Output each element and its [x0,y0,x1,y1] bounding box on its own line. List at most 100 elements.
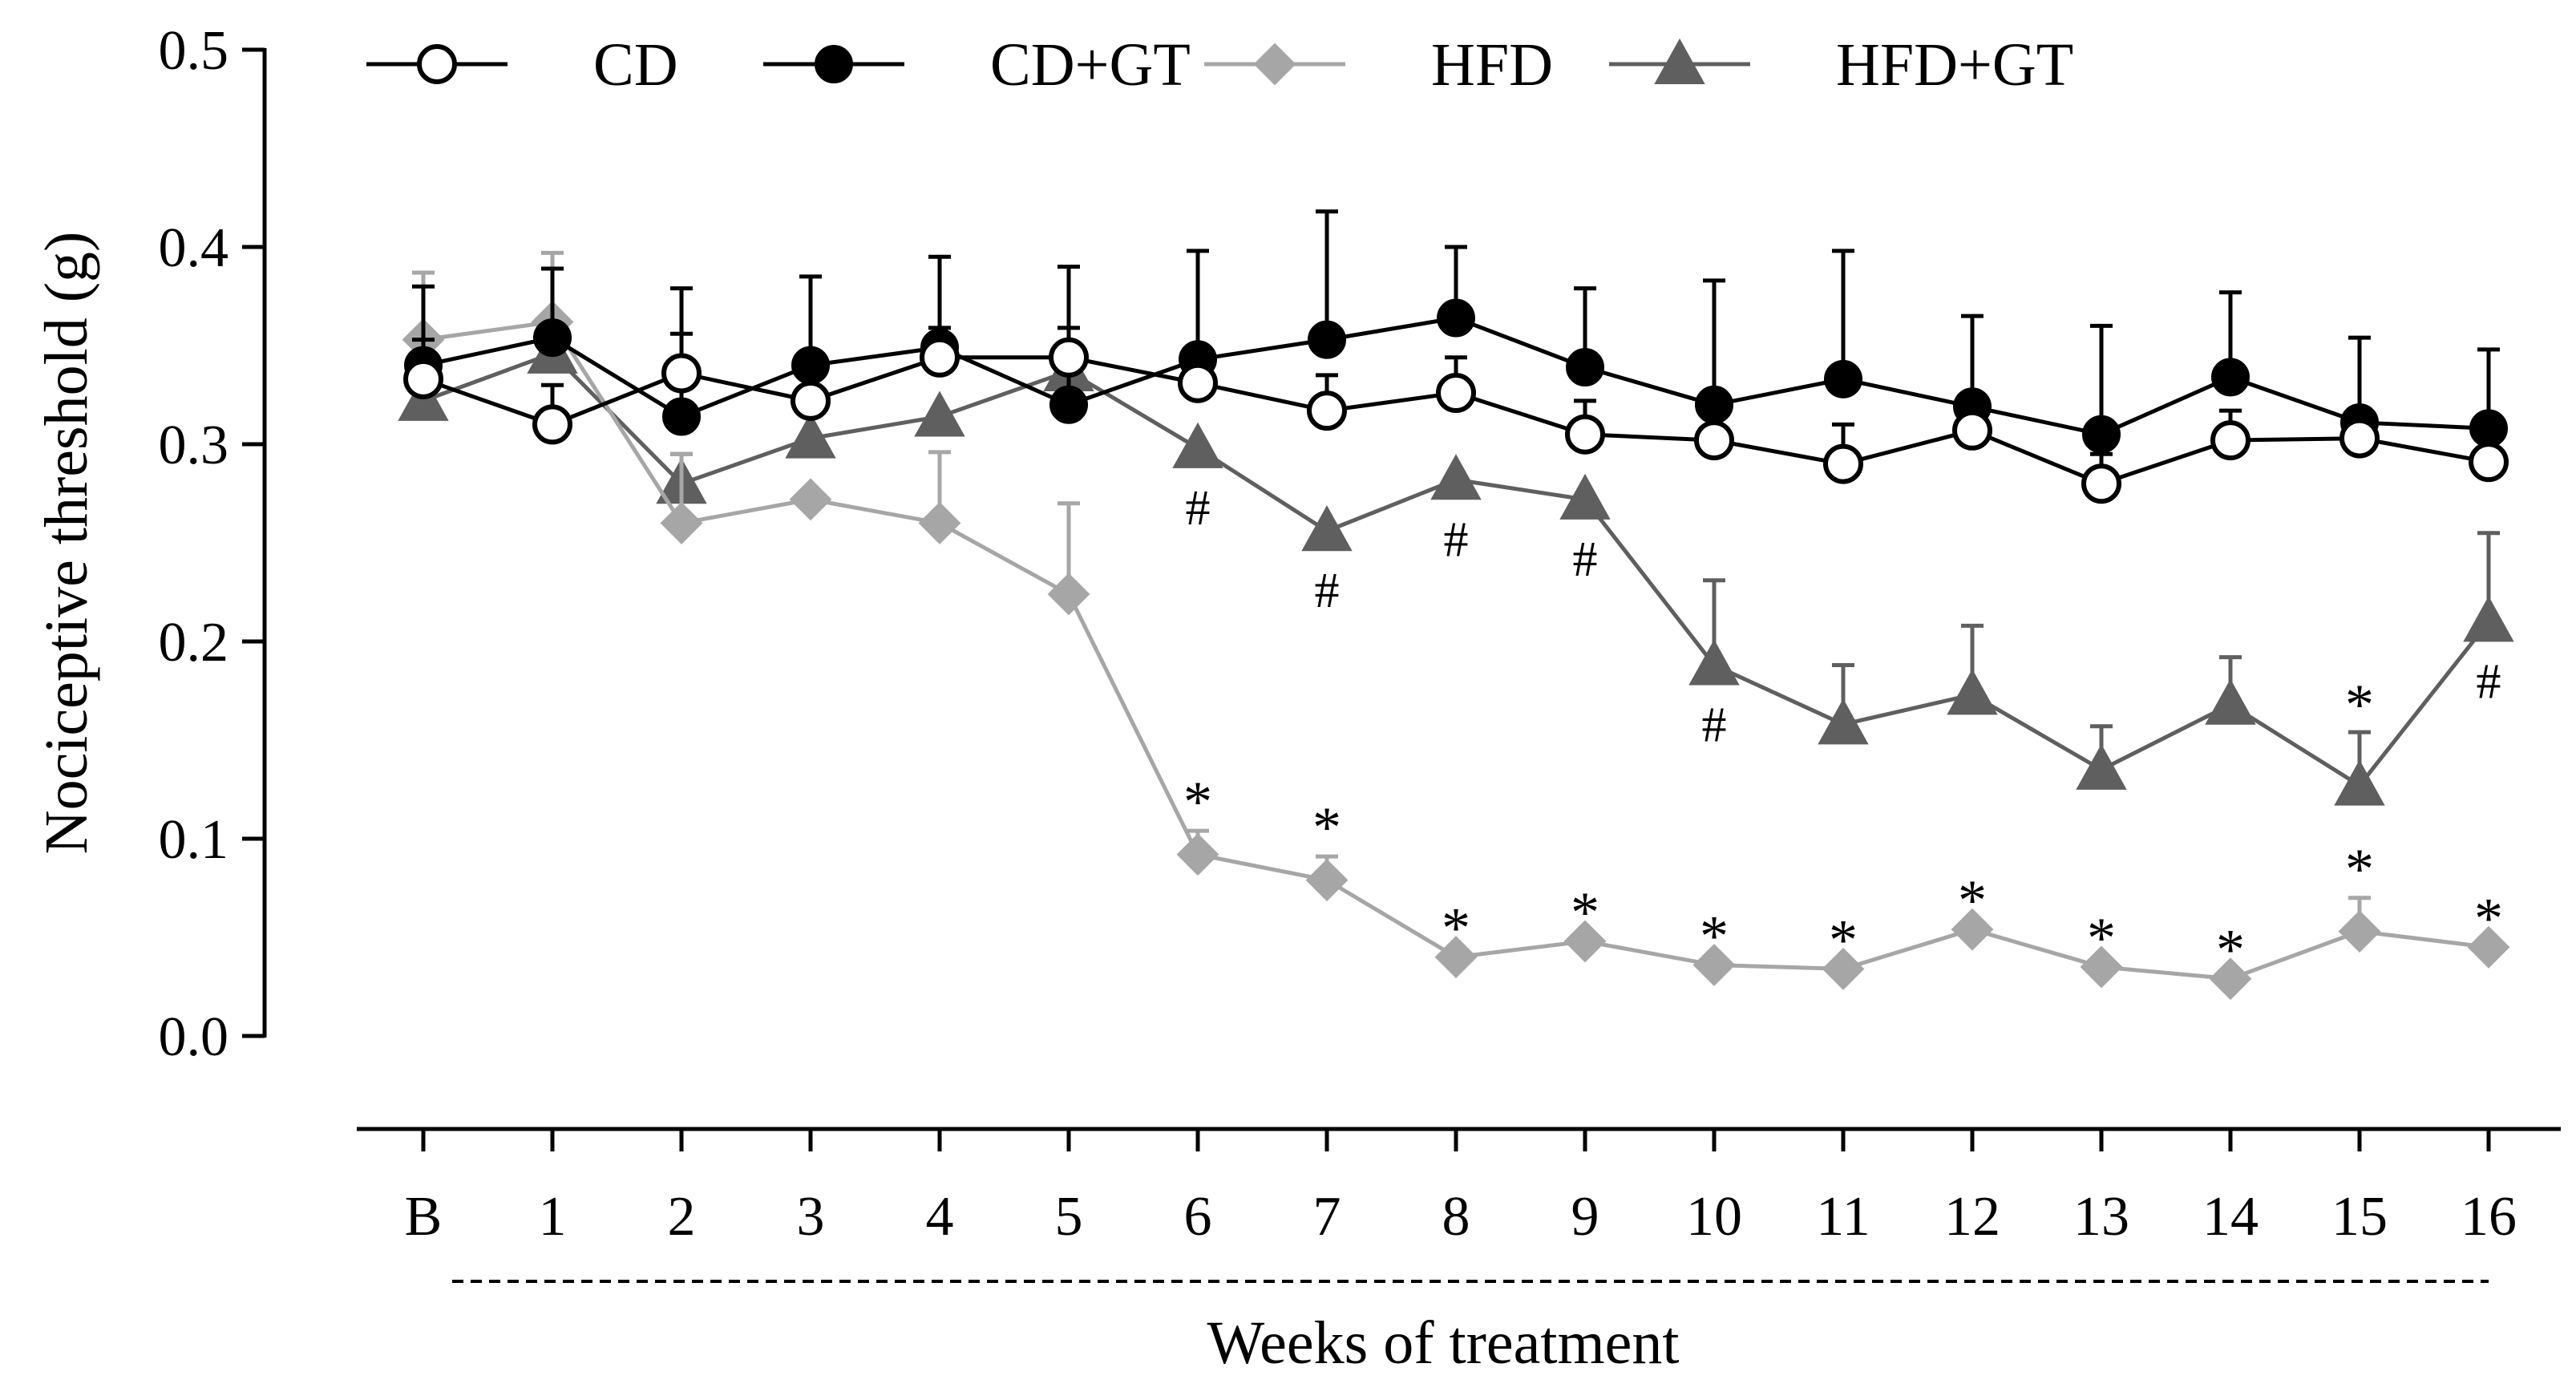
x-tick-label: B [405,1186,443,1248]
y-tick-label: 0.5 [159,20,229,82]
data-point [1176,833,1219,876]
significance-hash: # [2477,654,2501,709]
significance-star: * [2345,673,2374,737]
data-point [1565,414,1605,455]
data-point [785,412,836,459]
legend: CD CD+GT HFD HFD+GT [366,31,2073,99]
data-point [532,404,572,445]
series-hfd-plus-gt [398,327,2514,806]
significance-star: * [2345,837,2374,901]
data-point [2210,420,2250,461]
data-point [2469,442,2509,483]
data-point [661,353,702,394]
data-point [1566,348,1604,387]
data-point [403,358,443,399]
legend-label: HFD [1431,31,1553,99]
data-point [1172,422,1223,468]
legend-item-hfd-plus-gt: HFD+GT [1609,31,2073,99]
data-point [1308,320,1346,359]
y-tick-label: 0.1 [159,809,229,871]
data-point [1694,420,1734,461]
data-point [2463,596,2514,642]
x-tick-label: 7 [1313,1186,1341,1248]
significance-star: * [1442,896,1470,961]
data-point [791,380,831,421]
data-point [2076,743,2127,790]
series-line [423,319,2489,981]
y-tick-label: 0.3 [159,415,229,476]
significance-star: * [2087,906,2116,970]
y-tick-label: 0.2 [159,612,229,674]
significance-star: * [1183,770,1212,834]
annotations-layer: * * * * * * * * * * * * # # # # # # [1183,481,2503,982]
legend-marker [1654,38,1705,84]
data-point [1951,908,1994,951]
data-point [1430,454,1482,500]
legend-label: CD+GT [990,31,1191,99]
significance-star: * [1312,795,1341,860]
significance-star: * [2474,886,2503,950]
significance-hash: # [1444,512,1469,567]
data-point [1301,505,1353,552]
series-cd [403,326,2509,504]
data-point [1049,385,1088,424]
legend-marker [417,44,457,84]
data-point [1436,373,1476,414]
data-point [660,501,703,544]
axes: 0.00.10.20.30.40.5B 1 2 3 4 5 6 7 8 9 10 11 12 13 14 15… [159,20,2561,1283]
x-tick-label: 15 [2331,1186,2388,1248]
significance-hash: # [1702,698,1727,753]
y-axis-title: Nociceptive threshold (g) [33,232,100,855]
x-tick-label: 16 [2461,1186,2517,1248]
legend-item-cd-plus-gt: CD+GT [763,31,1191,99]
data-point [2080,945,2123,989]
x-tick-label: 3 [797,1186,825,1248]
significance-hash: # [1315,564,1340,618]
data-point [1947,669,1998,715]
x-tick-label: 12 [1944,1186,2000,1248]
data-point [1434,936,1478,979]
data-point [2205,678,2256,725]
series-layer [398,209,2514,1001]
data-point [2082,415,2121,454]
data-point [533,318,572,358]
significance-star: * [1958,868,1987,933]
x-tick-label: 9 [1571,1186,1599,1248]
data-point [1688,639,1740,686]
series-line [423,351,2490,788]
data-point [920,337,960,378]
data-point [1049,337,1089,378]
data-point [1178,362,1218,403]
data-point [1818,698,1869,745]
significance-star: * [2216,918,2245,982]
data-point [2339,418,2380,459]
data-point [2334,759,2385,806]
data-point [2211,358,2250,397]
x-tick-label: 5 [1055,1186,1083,1248]
x-tick-label: 8 [1442,1186,1470,1248]
data-point [1823,443,1863,484]
data-point [914,390,965,437]
data-point [2467,925,2510,969]
x-tick-label: 4 [926,1186,954,1248]
data-point [1824,359,1862,399]
y-tick-label: 0.0 [159,1006,229,1068]
data-point [2338,910,2381,953]
data-point [789,478,832,521]
data-point [1692,944,1736,986]
x-tick-label: 11 [1816,1186,1870,1248]
significance-hash: # [1186,481,1211,536]
series-cd-plus-gt [404,209,2508,454]
significance-star: * [1829,908,1858,972]
x-axis-title: Weeks of treatment [1207,1309,1680,1377]
series-hfd [402,250,2510,1001]
legend-label: HFD+GT [1836,31,2073,99]
data-point [1047,573,1090,616]
legend-marker [1253,42,1296,86]
data-point [1437,298,1475,338]
x-tick-label: 13 [2073,1186,2129,1248]
data-point [2081,463,2121,504]
data-point [1559,473,1611,520]
